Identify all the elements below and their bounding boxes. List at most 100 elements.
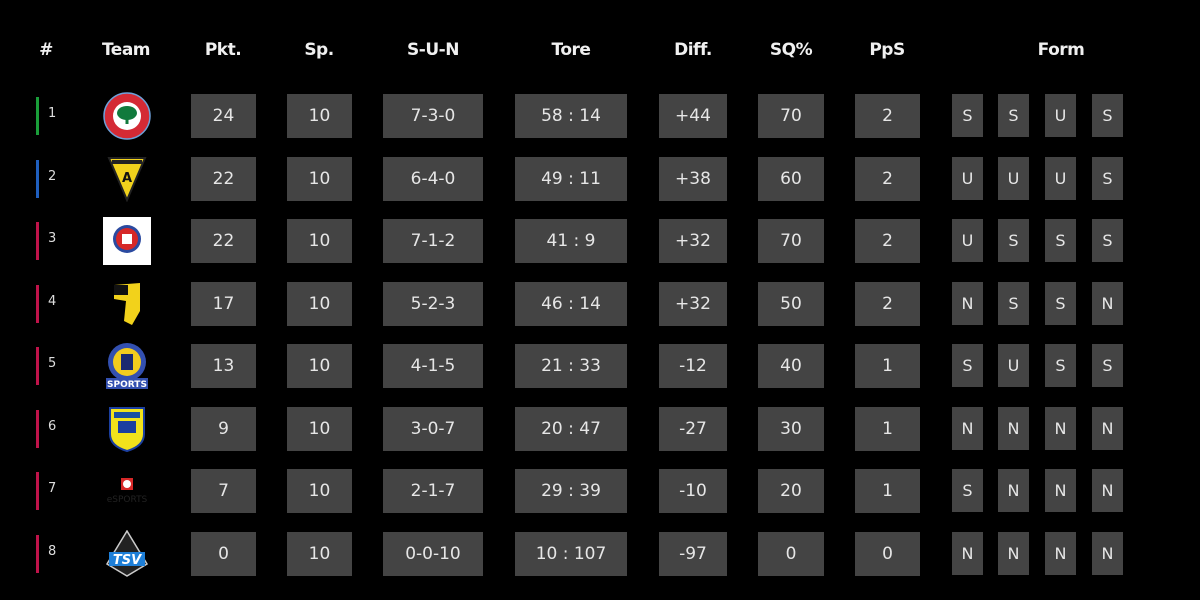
- form-result: N: [952, 281, 983, 325]
- games-cell: 10: [287, 469, 352, 513]
- header-sun: S-U-N: [407, 40, 459, 60]
- games-cell: 10: [287, 531, 352, 576]
- win-rate-cell: 40: [758, 344, 824, 388]
- form-result: N: [1092, 469, 1123, 512]
- record-cell: 6-4-0: [383, 156, 483, 201]
- form-result: U: [998, 156, 1029, 200]
- record-cell: 0-0-10: [383, 531, 483, 576]
- rank: 5: [48, 356, 57, 371]
- points-cell: 22: [191, 219, 256, 263]
- goals-cell: 20 : 47: [515, 406, 627, 451]
- form-result: N: [1092, 531, 1123, 575]
- goals-cell: 58 : 14: [515, 94, 627, 138]
- header-pps: PpS: [869, 40, 905, 60]
- svg-text:A: A: [122, 171, 132, 186]
- points-cell: 24: [191, 94, 256, 138]
- diff-cell: +38: [659, 156, 727, 201]
- header-sq: SQ%: [769, 40, 813, 60]
- header-form: Form: [1037, 40, 1085, 60]
- yellow-map-logo[interactable]: [103, 282, 151, 326]
- header-team: Team: [101, 40, 151, 60]
- form-result: N: [998, 469, 1029, 512]
- 1fc-shield-logo[interactable]: [103, 406, 151, 452]
- form-result: N: [952, 406, 983, 450]
- header-diff: Diff.: [674, 40, 712, 60]
- points-per-game-cell: 0: [855, 531, 920, 576]
- esports-crest-logo[interactable]: SPORTS: [103, 343, 151, 390]
- points-per-game-cell: 2: [855, 219, 920, 263]
- diff-cell: -27: [659, 406, 727, 451]
- form-result: S: [1092, 219, 1123, 262]
- form-result: N: [998, 531, 1029, 575]
- form-result: N: [1092, 281, 1123, 325]
- alemannia-logo[interactable]: A: [103, 156, 151, 202]
- form-result: N: [1045, 469, 1076, 512]
- table-row[interactable]: 7 eSPORTS 7 10 2-1-7 29 : 39 -10 20 1 S N N N: [0, 469, 1200, 513]
- form-result: S: [952, 94, 983, 137]
- games-cell: 10: [287, 94, 352, 138]
- rank-marker: [36, 159, 39, 198]
- form-result: S: [1092, 94, 1123, 137]
- form-result: N: [1045, 406, 1076, 450]
- points-per-game-cell: 1: [855, 406, 920, 451]
- form-result: N: [952, 531, 983, 575]
- table-row[interactable]: 2 A 22 10 6-4-0 49 : 11 +38 60 2 U U U S: [0, 156, 1200, 202]
- goals-cell: 29 : 39: [515, 469, 627, 513]
- form-result: S: [998, 219, 1029, 262]
- form-result: S: [998, 281, 1029, 325]
- rank-marker: [36, 222, 39, 260]
- goals-cell: 46 : 14: [515, 281, 627, 326]
- table-row[interactable]: 3 22 10 7-1-2 41 : 9 +32 70 2 U S S S: [0, 217, 1200, 265]
- tsv-logo[interactable]: TSV: [103, 529, 151, 577]
- table-row[interactable]: 4 17 10 5-2-3 46 : 14 +32 50 2 N S S N: [0, 281, 1200, 326]
- svg-text:TSV: TSV: [113, 553, 142, 568]
- win-rate-cell: 20: [758, 469, 824, 513]
- games-cell: 10: [287, 281, 352, 326]
- wsv-logo[interactable]: [103, 217, 151, 265]
- form-result: S: [1092, 156, 1123, 200]
- points-cell: 9: [191, 406, 256, 451]
- form-result: U: [1045, 156, 1076, 200]
- table-row[interactable]: 6 9 10 3-0-7 20 : 47 -27 30 1 N N N N: [0, 406, 1200, 452]
- header-points: Pkt.: [204, 40, 242, 60]
- rank-marker: [36, 284, 39, 323]
- form-result: S: [1045, 219, 1076, 262]
- record-cell: 4-1-5: [383, 344, 483, 388]
- form-result: S: [1045, 281, 1076, 325]
- record-cell: 5-2-3: [383, 281, 483, 326]
- form-result: S: [998, 94, 1029, 137]
- diff-cell: -97: [659, 531, 727, 576]
- esc-logo[interactable]: [103, 92, 151, 140]
- points-per-game-cell: 1: [855, 344, 920, 388]
- form-result: U: [952, 219, 983, 262]
- diff-cell: +32: [659, 219, 727, 263]
- games-cell: 10: [287, 406, 352, 451]
- rank: 6: [48, 418, 57, 434]
- rank: 4: [48, 293, 57, 309]
- goals-cell: 21 : 33: [515, 344, 627, 388]
- form-result: N: [1045, 531, 1076, 575]
- record-cell: 3-0-7: [383, 406, 483, 451]
- goals-cell: 49 : 11: [515, 156, 627, 201]
- table-row[interactable]: 8 TSV 0 10 0-0-10 10 : 107 -97 0 0 N N N N: [0, 529, 1200, 577]
- rank: 3: [48, 231, 57, 246]
- rank-marker: [36, 347, 39, 385]
- bayer-esports-logo[interactable]: eSPORTS: [103, 469, 151, 513]
- rank-marker: [36, 534, 39, 573]
- form-result: N: [1092, 406, 1123, 450]
- points-per-game-cell: 1: [855, 469, 920, 513]
- rank-marker: [36, 409, 39, 448]
- rank: 8: [48, 543, 57, 559]
- points-per-game-cell: 2: [855, 156, 920, 201]
- goals-cell: 41 : 9: [515, 219, 627, 263]
- win-rate-cell: 70: [758, 94, 824, 138]
- rank: 7: [48, 481, 57, 496]
- diff-cell: -10: [659, 469, 727, 513]
- table-row[interactable]: 5 SPORTS 13 10 4-1-5 21 : 33 -12 40 1 S U S S: [0, 343, 1200, 390]
- win-rate-cell: 50: [758, 281, 824, 326]
- record-cell: 7-3-0: [383, 94, 483, 138]
- form-result: U: [998, 344, 1029, 387]
- table-row[interactable]: 1 24 10 7-3-0 58 : 14 +44 70 2 S S U S: [0, 92, 1200, 140]
- points-per-game-cell: 2: [855, 94, 920, 138]
- svg-text:eSPORTS: eSPORTS: [107, 495, 148, 505]
